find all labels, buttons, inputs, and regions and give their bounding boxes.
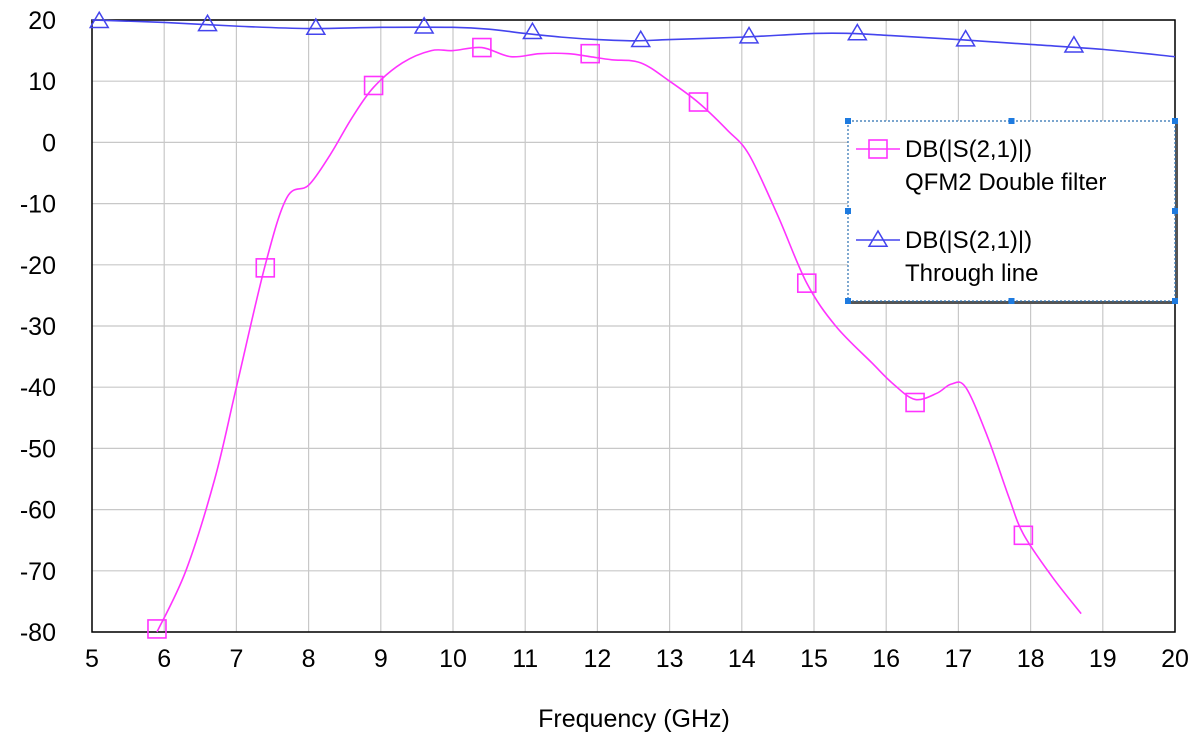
series-point	[688, 92, 709, 112]
x-tick-label: 16	[872, 645, 900, 673]
series-point	[955, 29, 976, 47]
x-tick-label: 12	[583, 645, 611, 673]
y-tick-label: 0	[42, 129, 56, 157]
grid	[91, 19, 1176, 633]
series-point	[905, 392, 925, 413]
x-tick-label: 9	[374, 645, 388, 673]
series-point	[738, 26, 760, 44]
x-tick-label: 14	[728, 645, 756, 673]
legend-sublabel: Through line	[905, 260, 1038, 287]
legend-label: DB(|S(2,1)|)	[905, 136, 1032, 163]
series-point	[580, 43, 600, 64]
series-point	[255, 258, 276, 278]
legend-handle	[845, 298, 851, 304]
y-tick-label: -30	[20, 313, 56, 341]
legend-handle	[1172, 118, 1178, 124]
series-line	[91, 19, 1176, 58]
series-point	[1063, 35, 1085, 53]
x-tick-label: 13	[656, 645, 684, 673]
plot-frame	[91, 19, 1176, 633]
y-axis-ticks: 20 10 0 -10 -20 -30 -40 -50 -60 -70 -80	[20, 7, 56, 647]
series-point	[88, 10, 110, 29]
x-tick-label: 11	[512, 645, 538, 673]
series-point	[147, 619, 167, 639]
series-2	[88, 10, 1176, 58]
series-1	[147, 37, 1082, 639]
series-point	[1013, 525, 1034, 546]
legend-handle	[845, 208, 851, 214]
series-point	[522, 21, 543, 40]
y-tick-label: -60	[20, 497, 56, 525]
y-tick-label: -80	[20, 619, 56, 647]
x-tick-label: 15	[800, 645, 828, 673]
legend-box	[847, 120, 1176, 302]
series-point	[363, 75, 384, 96]
series-point	[796, 273, 817, 293]
x-tick-label: 8	[302, 645, 316, 673]
legend-triangle-marker	[867, 229, 889, 248]
x-tick-label: 6	[157, 645, 171, 673]
y-tick-label: -40	[20, 374, 56, 402]
x-tick-label: 20	[1161, 645, 1189, 673]
legend-handle	[1008, 298, 1015, 304]
x-tick-label: 10	[439, 645, 467, 673]
y-tick-label: 10	[28, 68, 56, 96]
x-tick-label: 5	[85, 645, 99, 673]
y-tick-label: -70	[20, 558, 56, 586]
x-tick-label: 18	[1017, 645, 1045, 673]
legend-handle	[1008, 118, 1015, 124]
legend[interactable]: DB(|S(2,1)|) QFM2 Double filter DB(|S(2,1)…	[845, 118, 1178, 304]
x-tick-label: 19	[1089, 645, 1117, 673]
x-axis-title: Frequency (GHz)	[538, 705, 730, 733]
series-line	[156, 46, 1082, 633]
legend-sublabel: QFM2 Double filter	[905, 169, 1106, 196]
series-point	[472, 37, 492, 58]
legend-label: DB(|S(2,1)|)	[905, 227, 1032, 254]
x-tick-label: 17	[944, 645, 972, 673]
y-tick-label: -50	[20, 435, 56, 463]
y-tick-label: -20	[20, 252, 56, 280]
legend-handle	[1172, 298, 1178, 304]
y-tick-label: -10	[20, 191, 56, 219]
series-point	[630, 29, 652, 48]
series-point	[847, 22, 868, 41]
series-point	[413, 16, 435, 34]
x-axis-ticks: 5 6 7 8 9 10 11 12 13 14 15 16 17 18 19 20	[85, 645, 1189, 673]
series-layer	[88, 10, 1176, 639]
legend-handle	[845, 118, 851, 124]
legend-square-marker	[868, 139, 888, 159]
y-tick-label: 20	[28, 7, 56, 35]
legend-handle	[1172, 208, 1178, 214]
series-point	[305, 17, 327, 36]
series-point	[197, 13, 218, 32]
x-tick-label: 7	[229, 645, 243, 673]
